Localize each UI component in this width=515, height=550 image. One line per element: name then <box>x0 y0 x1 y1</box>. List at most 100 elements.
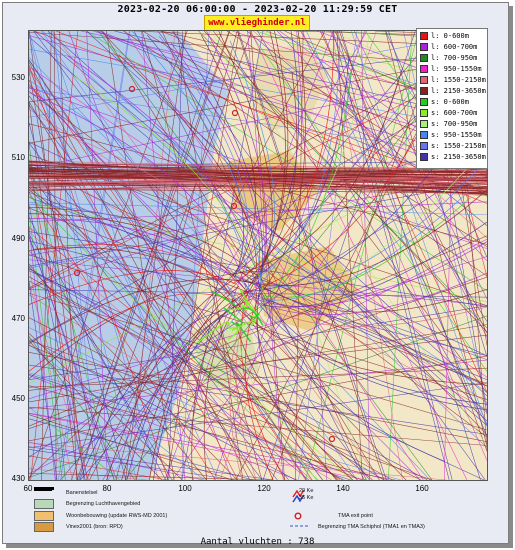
legend-item: s: 950-1550m <box>420 130 486 140</box>
flight-track <box>29 270 236 306</box>
flight-track <box>231 319 256 332</box>
flight-track <box>147 34 245 278</box>
town-marker <box>231 109 239 117</box>
flight-track <box>29 167 487 170</box>
flight-track <box>29 267 73 480</box>
flight-track <box>158 36 249 272</box>
flight-track <box>351 31 487 427</box>
flight-track <box>29 441 204 480</box>
flight-track <box>29 250 310 480</box>
flight-track <box>129 31 176 480</box>
flight-track <box>210 31 487 446</box>
flight-track <box>89 31 326 480</box>
flight-track <box>41 31 52 480</box>
flight-track <box>197 321 230 344</box>
town-marker <box>328 435 336 443</box>
flight-track <box>236 322 252 343</box>
flight-track <box>29 455 168 480</box>
flight-track <box>29 178 487 183</box>
flight-track-map[interactable] <box>28 30 488 481</box>
flight-track <box>29 66 487 378</box>
flight-track <box>29 338 296 480</box>
flight-track <box>29 414 233 480</box>
scale-bar <box>34 487 54 490</box>
flight-track <box>336 31 363 480</box>
x-tick-140: 140 <box>336 484 350 493</box>
flight-track <box>29 204 235 300</box>
flight-track <box>29 101 256 480</box>
flight-track <box>29 334 487 391</box>
flight-track <box>254 72 352 309</box>
flight-track <box>29 65 169 480</box>
flight-track <box>29 49 487 130</box>
flight-track <box>361 31 370 480</box>
town-marker <box>128 85 136 93</box>
flight-track <box>29 468 147 480</box>
legend-swatch <box>420 98 428 106</box>
x-tick-120: 120 <box>257 484 271 493</box>
flight-track <box>298 31 358 480</box>
flight-track <box>201 34 256 277</box>
flight-track <box>210 289 236 306</box>
site-badge[interactable]: www.vlieghinder.nl <box>204 15 310 31</box>
flight-track <box>29 59 313 480</box>
flight-track <box>250 31 468 480</box>
flight-track <box>29 173 487 175</box>
flight-track <box>29 31 188 480</box>
legend-swatch <box>420 153 428 161</box>
flight-track <box>29 336 136 480</box>
time-range-title: 2023-02-20 06:00:00 - 2023-02-20 11:29:5… <box>117 4 398 15</box>
flight-track <box>29 31 487 118</box>
legend-swatch <box>420 131 428 139</box>
flight-track <box>74 76 266 298</box>
flight-track <box>203 295 246 480</box>
flight-track <box>295 31 304 480</box>
flight-track <box>29 293 487 431</box>
flight-track <box>29 340 162 480</box>
legend-item: l: 600-700m <box>420 42 486 52</box>
flight-track <box>235 282 257 480</box>
flight-track <box>181 31 210 480</box>
flight-track <box>231 69 403 275</box>
flight-track <box>29 160 487 172</box>
flight-track <box>100 31 487 435</box>
map-key-label: Vinex2001 (bron: RPD) <box>66 524 123 530</box>
flight-track <box>29 68 307 480</box>
flight-track <box>226 302 249 311</box>
flight-track <box>29 373 351 480</box>
legend-swatch <box>420 120 428 128</box>
legend-swatch <box>420 109 428 117</box>
flight-track <box>29 182 487 188</box>
legend-swatch <box>420 54 428 62</box>
flight-track <box>29 60 307 480</box>
flight-track <box>238 31 387 480</box>
flight-track <box>191 298 237 480</box>
flight-track <box>263 188 472 301</box>
flight-track <box>229 40 275 273</box>
legend-item: s: 1550-2150m <box>420 141 486 151</box>
flight-track <box>29 256 243 306</box>
flight-track <box>239 189 487 286</box>
x-tick-100: 100 <box>178 484 192 493</box>
legend-item: s: 0-600m <box>420 97 486 107</box>
legend-swatch <box>420 65 428 73</box>
flight-track <box>247 31 284 480</box>
town-marker <box>73 269 81 277</box>
legend-swatch <box>420 76 428 84</box>
flight-track <box>261 272 487 316</box>
flight-track <box>249 166 469 310</box>
y-tick-430: 430 <box>11 474 25 483</box>
flight-track <box>332 31 450 480</box>
flight-track <box>29 281 58 480</box>
flight-track <box>248 31 487 372</box>
flight-track <box>47 31 487 422</box>
flight-track <box>29 192 216 480</box>
flight-track <box>255 292 354 480</box>
flight-track <box>29 206 263 280</box>
flight-track <box>29 164 88 480</box>
legend-item: l: 700-950m <box>420 53 486 63</box>
flight-track <box>258 31 306 298</box>
flight-track <box>232 31 334 285</box>
flight-track <box>29 317 344 480</box>
y-tick-510: 510 <box>11 153 25 162</box>
